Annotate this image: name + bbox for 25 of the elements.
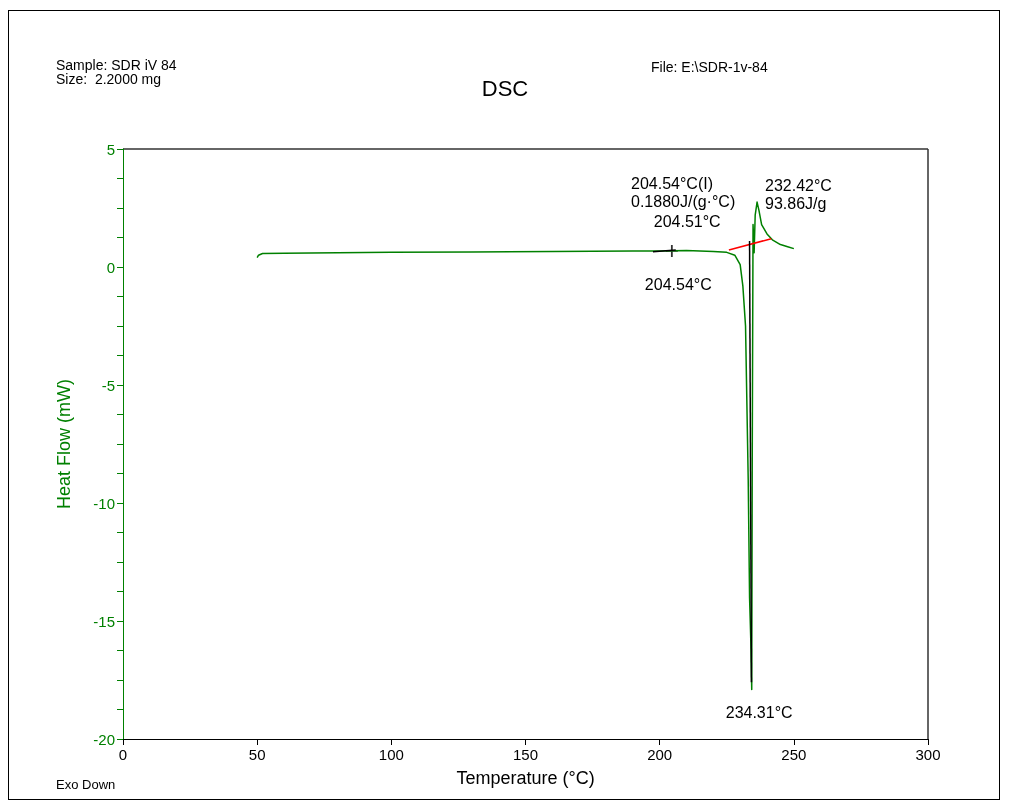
x-tick-label: 50 xyxy=(248,746,266,763)
annotation: 204.51°C xyxy=(653,213,721,231)
x-tick-label: 0 xyxy=(118,746,128,763)
annotation: 204.54°C xyxy=(644,276,712,294)
text: Size: 2.2000 mg xyxy=(56,71,162,87)
x-tick-label: 300 xyxy=(915,746,941,763)
x-tick-label: 200 xyxy=(647,746,673,763)
annotation: 232.42°C 93.86J/g xyxy=(765,176,832,212)
y-tick-label: -15 xyxy=(93,612,115,630)
x-tick-label: 100 xyxy=(378,746,404,763)
text: Sample: SDR iV 84 xyxy=(56,57,177,73)
annotation: 234.31°C xyxy=(725,703,793,721)
y-tick-label: -20 xyxy=(93,730,115,748)
y-tick-label: -10 xyxy=(93,494,115,512)
chart-title: DSC xyxy=(481,75,529,101)
x-tick-label: 250 xyxy=(781,746,807,763)
y-tick-label: 5 xyxy=(106,140,115,158)
x-axis-title: Temperature (°C) xyxy=(456,768,595,788)
y-tick-label: 0 xyxy=(106,258,115,276)
text: Exo Down xyxy=(56,776,116,792)
x-tick-label: 150 xyxy=(512,746,539,763)
y-axis-title: Heat Flow (mW) xyxy=(54,379,74,509)
annotation: 204.54°C(I) 0.1880J/(g·°C) xyxy=(631,174,736,210)
y-tick-label: -5 xyxy=(101,376,115,394)
text: File: E:\SDR-1v-84 xyxy=(651,59,768,75)
